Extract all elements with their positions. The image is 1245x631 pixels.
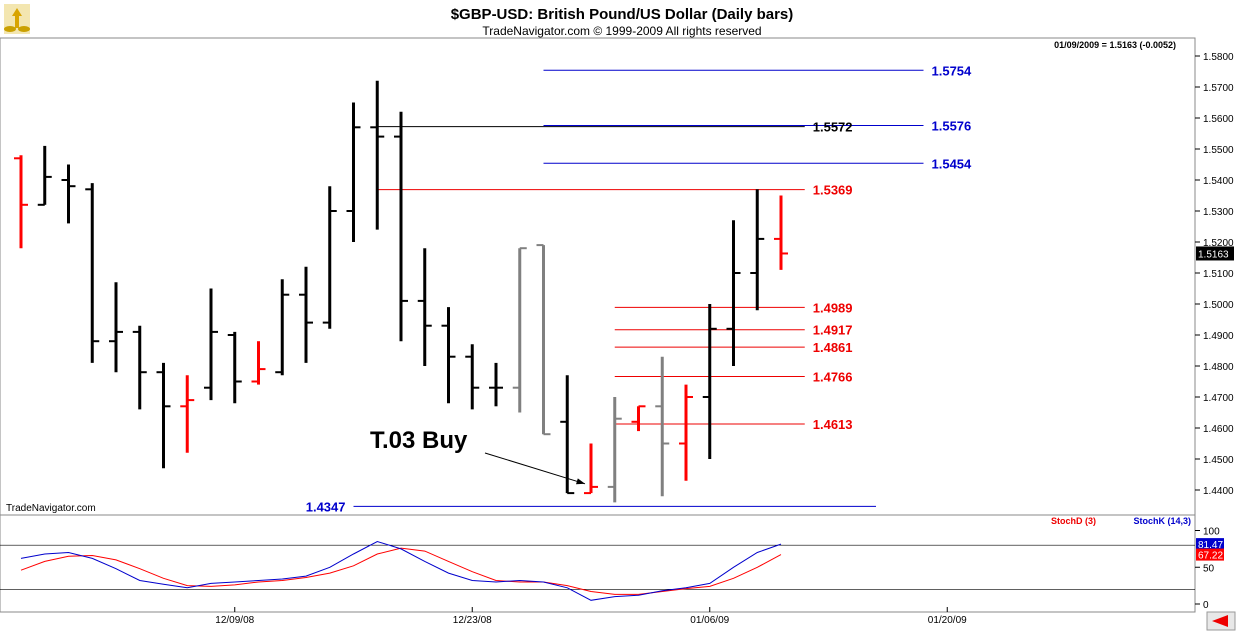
ohlc-bars <box>14 80 788 503</box>
annotation-text: T.03 Buy <box>370 427 468 454</box>
level-label: 1.5369 <box>813 183 853 198</box>
ohlc-bar <box>560 375 575 495</box>
level-label: 1.4766 <box>813 370 853 385</box>
ohlc-bar <box>156 362 171 469</box>
x-tick-label: 01/20/09 <box>928 615 967 626</box>
y-tick-label: 1.5600 <box>1203 114 1234 125</box>
annotation: T.03 Buy <box>370 427 586 485</box>
ohlc-bar <box>251 341 266 385</box>
ohlc-bar <box>441 307 456 404</box>
ohlc-bar <box>394 111 408 342</box>
scroll-arrow-icon[interactable] <box>1206 611 1236 631</box>
ohlc-bar <box>679 384 693 481</box>
arrowhead-icon <box>576 478 585 485</box>
ohlc-bar <box>14 155 28 249</box>
ohlc-bar <box>774 195 788 270</box>
ohlc-bar <box>322 186 337 329</box>
last-price-marker: 1.5163 <box>1196 246 1234 261</box>
ohlc-bar <box>227 331 242 404</box>
y-tick-label: 1.4700 <box>1203 393 1234 404</box>
y-tick-label: 1.5500 <box>1203 145 1234 156</box>
stoch-legend-k: StochK (14,3) <box>1133 516 1191 526</box>
ohlc-bar <box>204 288 218 401</box>
y-tick-label: 1.5300 <box>1203 207 1234 218</box>
y-tick-label: 1.5000 <box>1203 300 1234 311</box>
level-label: 1.4989 <box>813 300 853 315</box>
stoch-tick-label: 0 <box>1203 600 1209 611</box>
stoch-value-box <box>1196 548 1224 561</box>
price-axis: 1.5800 1.5700 1.5600 1.5500 1.5400 1.5300 1.52… <box>1195 52 1234 497</box>
ohlc-bar <box>417 248 432 366</box>
ohlc-bar <box>37 145 52 206</box>
ohlc-bar <box>655 356 670 497</box>
stoch-legend-d: StochD (3) <box>1051 516 1096 526</box>
y-tick-label: 1.5800 <box>1203 52 1234 63</box>
level-label: 1.5454 <box>932 156 973 171</box>
y-tick-label: 1.4500 <box>1203 455 1234 466</box>
x-tick-label: 12/23/08 <box>453 615 492 626</box>
y-tick-label: 1.5700 <box>1203 83 1234 94</box>
ohlc-bar <box>132 325 147 410</box>
y-tick-label: 1.4900 <box>1203 331 1234 342</box>
price-readout: 01/09/2009 = 1.5163 (-0.0052) <box>1054 40 1176 50</box>
level-label: 1.5576 <box>932 118 972 133</box>
ohlc-bar <box>607 397 622 503</box>
ohlc-bar <box>275 279 290 376</box>
ohlc-bar <box>85 183 100 363</box>
ohlc-bar <box>299 266 313 363</box>
date-axis: 12/09/08 12/23/08 01/06/09 01/20/09 <box>215 607 967 626</box>
ohlc-bar <box>536 244 551 436</box>
last-price-label: 1.5163 <box>1198 249 1229 260</box>
x-tick-label: 01/06/09 <box>690 615 729 626</box>
ohlc-bar <box>346 102 361 242</box>
x-tick-label: 12/09/08 <box>215 615 254 626</box>
ohlc-bar <box>489 362 503 407</box>
logo-icon <box>4 4 30 34</box>
ohlc-bar <box>61 164 76 224</box>
level-label: 1.4347 <box>306 499 346 514</box>
chart-subtitle: TradeNavigator.com © 1999-2009 All right… <box>482 24 761 38</box>
ohlc-bar <box>750 189 765 311</box>
y-tick-label: 1.4800 <box>1203 362 1234 373</box>
level-label: 1.4917 <box>813 323 853 338</box>
y-tick-label: 1.5100 <box>1203 269 1234 280</box>
y-tick-label: 1.4400 <box>1203 486 1234 497</box>
ohlc-bar <box>109 282 123 373</box>
ohlc-bar <box>512 247 527 413</box>
stoch-value-box <box>1196 538 1224 551</box>
last-price-box <box>1196 246 1234 261</box>
annotation-arrow <box>484 452 586 485</box>
y-tick-label: 1.4600 <box>1203 424 1234 435</box>
stoch-value-label: 81.47 <box>1198 540 1223 551</box>
level-label: 1.5754 <box>932 63 973 78</box>
ohlc-bar <box>702 304 717 459</box>
stoch-k-line <box>20 540 782 601</box>
ohlc-bar <box>465 344 480 410</box>
y-tick-label: 1.5200 <box>1203 238 1234 249</box>
ohlc-bar <box>584 443 598 495</box>
watermark-text: TradeNavigator.com <box>6 503 96 514</box>
ohlc-bar <box>631 405 646 432</box>
stoch-tick-label: 100 <box>1203 527 1220 538</box>
chart-title: $GBP-USD: British Pound/US Dollar (Daily… <box>451 6 794 23</box>
stoch-tick-label: 50 <box>1203 563 1215 574</box>
level-label: 1.4861 <box>813 340 853 355</box>
level-label: 1.5572 <box>813 120 853 135</box>
y-tick-label: 1.5400 <box>1203 176 1234 187</box>
ohlc-bar <box>180 375 195 453</box>
ohlc-bar <box>726 220 741 366</box>
level-label: 1.4613 <box>813 417 853 432</box>
stoch-value-label: 67.22 <box>1198 551 1223 562</box>
ohlc-bar <box>370 80 385 230</box>
